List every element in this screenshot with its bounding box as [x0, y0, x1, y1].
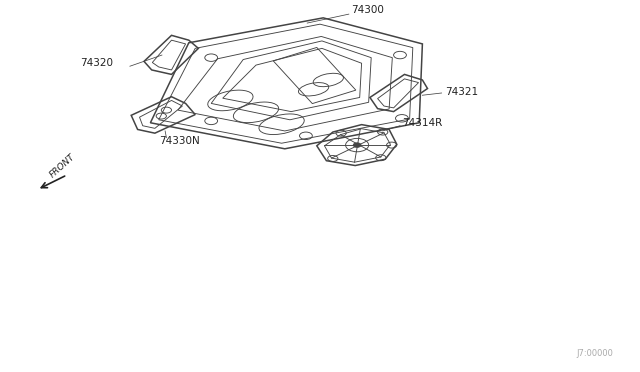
- Circle shape: [353, 143, 361, 147]
- Text: 74300: 74300: [351, 6, 383, 15]
- Text: 74321: 74321: [445, 87, 478, 97]
- Text: J7:00000: J7:00000: [577, 349, 614, 358]
- Text: 74314R: 74314R: [402, 118, 442, 128]
- Text: 74330N: 74330N: [159, 136, 200, 145]
- Text: 74320: 74320: [80, 58, 113, 68]
- Text: FRONT: FRONT: [48, 152, 77, 179]
